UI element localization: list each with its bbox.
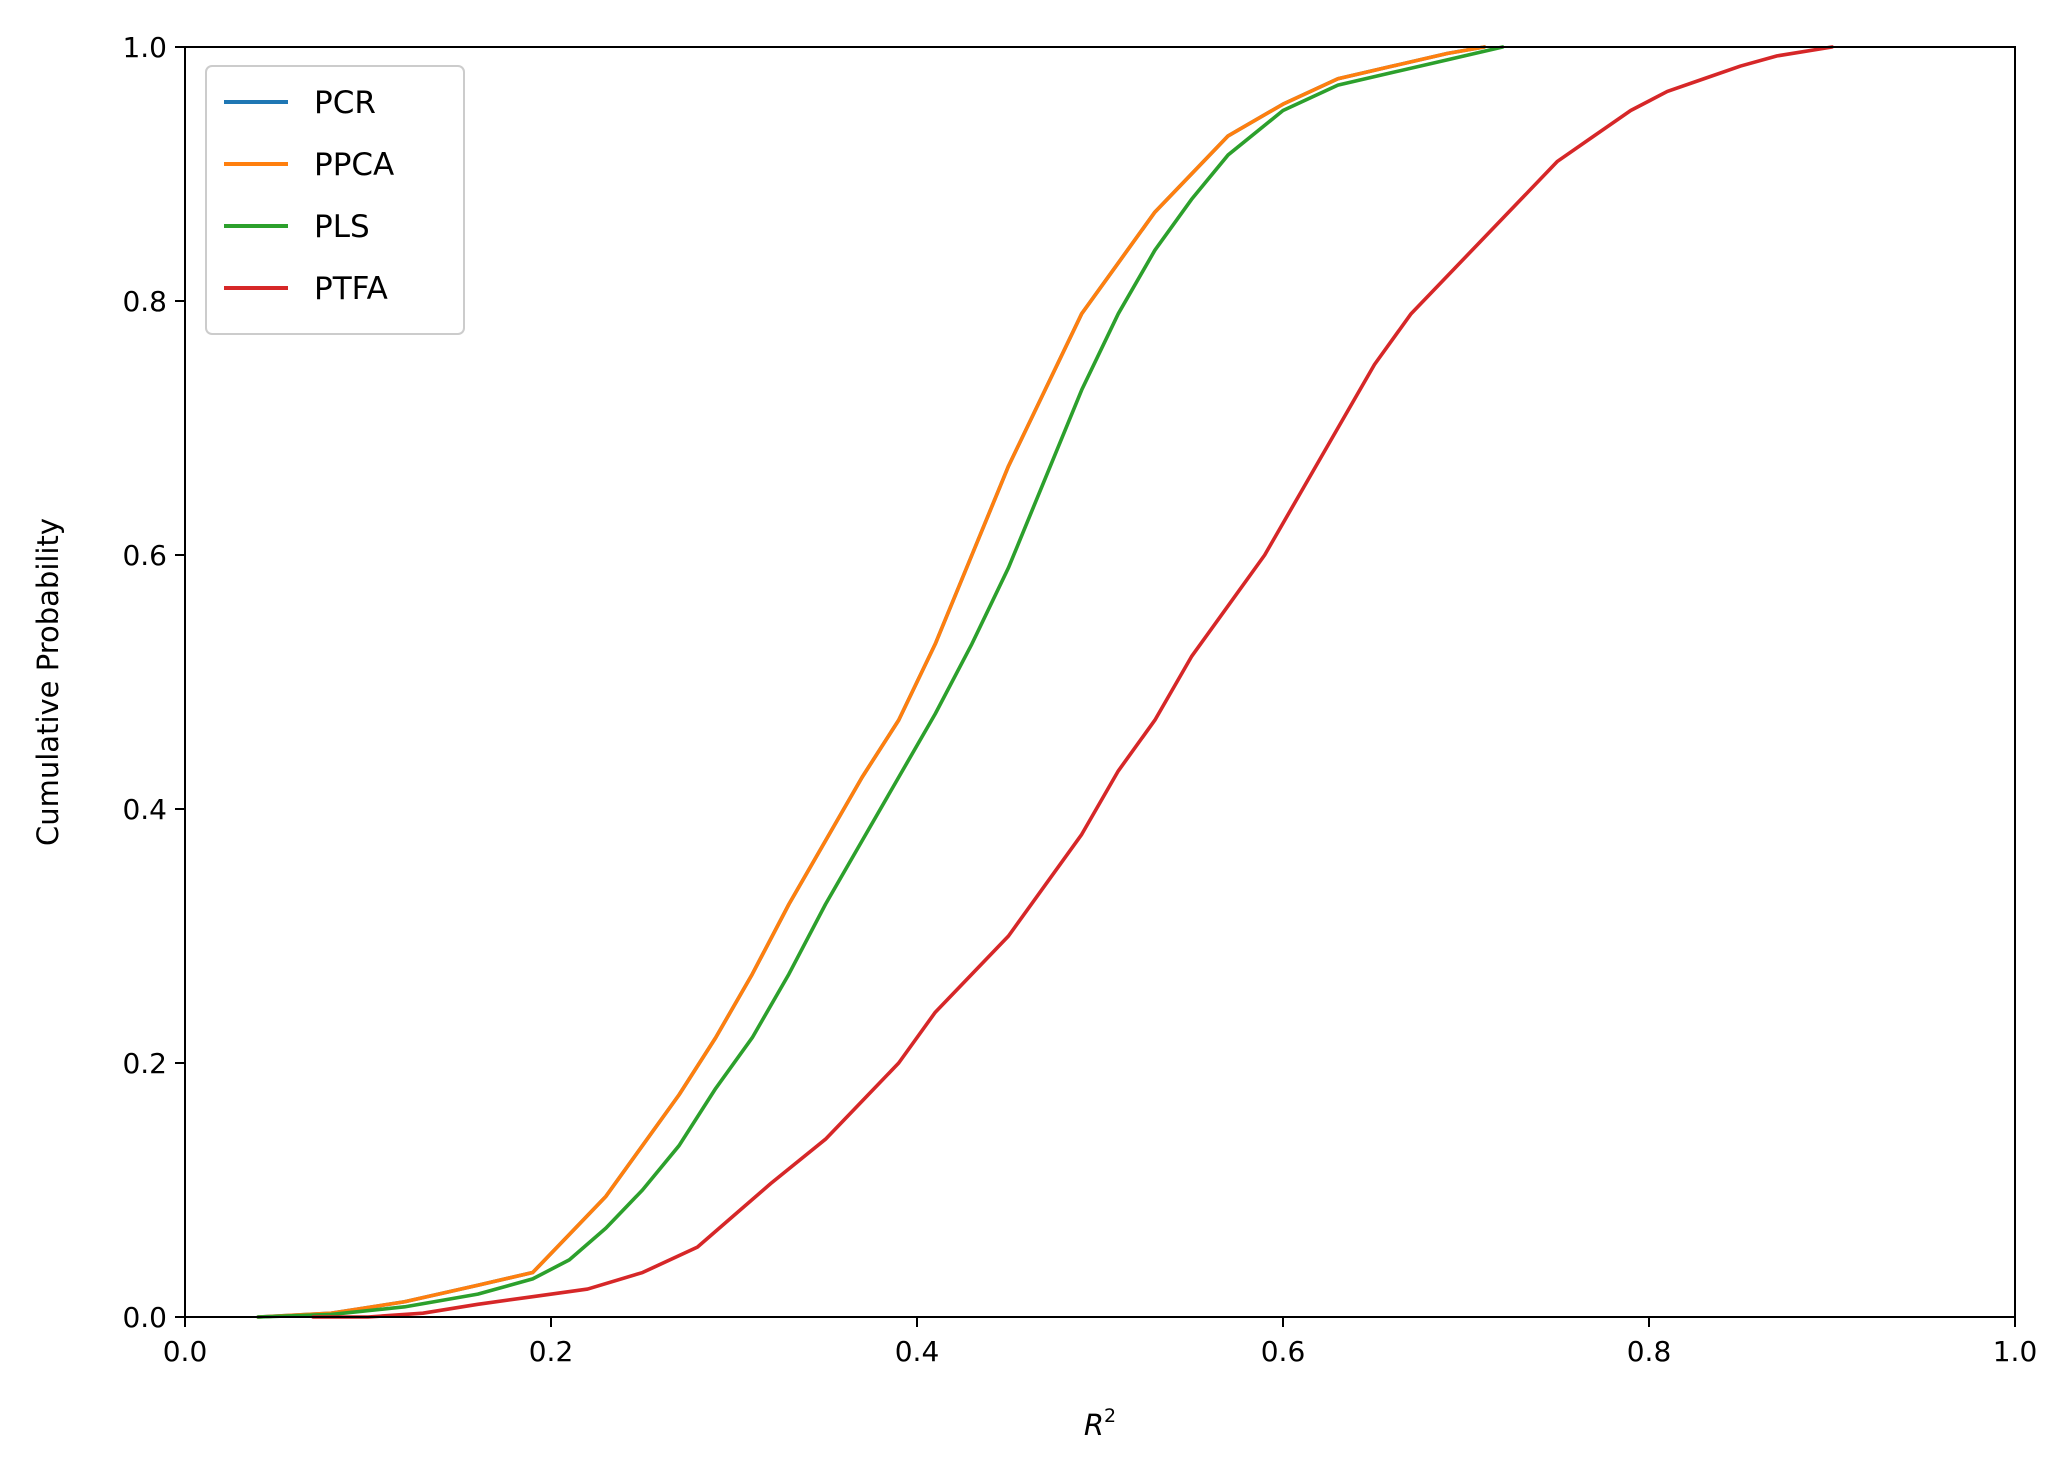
legend-box: [205, 65, 465, 335]
x-axis: 0.0 0.2 0.4 0.6 0.8 1.0: [163, 1317, 2038, 1368]
y-tick-label: 0.8: [122, 285, 167, 318]
x-tick-label: 1.0: [1993, 1335, 2038, 1368]
series-line-ppca: [256, 45, 1487, 1319]
x-tick-label: 0.2: [529, 1335, 574, 1368]
y-tick-label: 1.0: [122, 31, 167, 64]
legend: PCR PPCA PLS PTFA: [205, 65, 465, 335]
y-tick-label: 0.4: [122, 793, 167, 826]
x-tick-label: 0.0: [163, 1335, 208, 1368]
x-axis-title-superscript: 2: [1104, 1405, 1116, 1427]
x-axis-title: R2: [1084, 1405, 1116, 1442]
legend-label-ppca: PPCA: [314, 147, 394, 183]
x-axis-title-base: R: [1084, 1408, 1104, 1442]
y-tick-label: 0.2: [122, 1047, 167, 1080]
y-axis: 0.0 0.2 0.4 0.6 0.8 1.0: [122, 31, 185, 1334]
legend-label-pls: PLS: [314, 209, 370, 245]
series-line-pls: [256, 45, 1505, 1319]
series-line-ptfa: [311, 45, 1834, 1319]
x-tick-label: 0.8: [1627, 1335, 1672, 1368]
plot-frame: [184, 46, 2016, 1318]
x-tick-label: 0.6: [1261, 1335, 1306, 1368]
x-tick-label: 0.4: [895, 1335, 940, 1368]
y-axis-title: Cumulative Probability: [31, 518, 65, 846]
legend-label-ptfa: PTFA: [314, 271, 388, 307]
series-layer: [256, 45, 1834, 1319]
y-tick-label: 0.0: [122, 1301, 167, 1334]
y-tick-label: 0.6: [122, 539, 167, 572]
legend-label-pcr: PCR: [314, 85, 376, 121]
